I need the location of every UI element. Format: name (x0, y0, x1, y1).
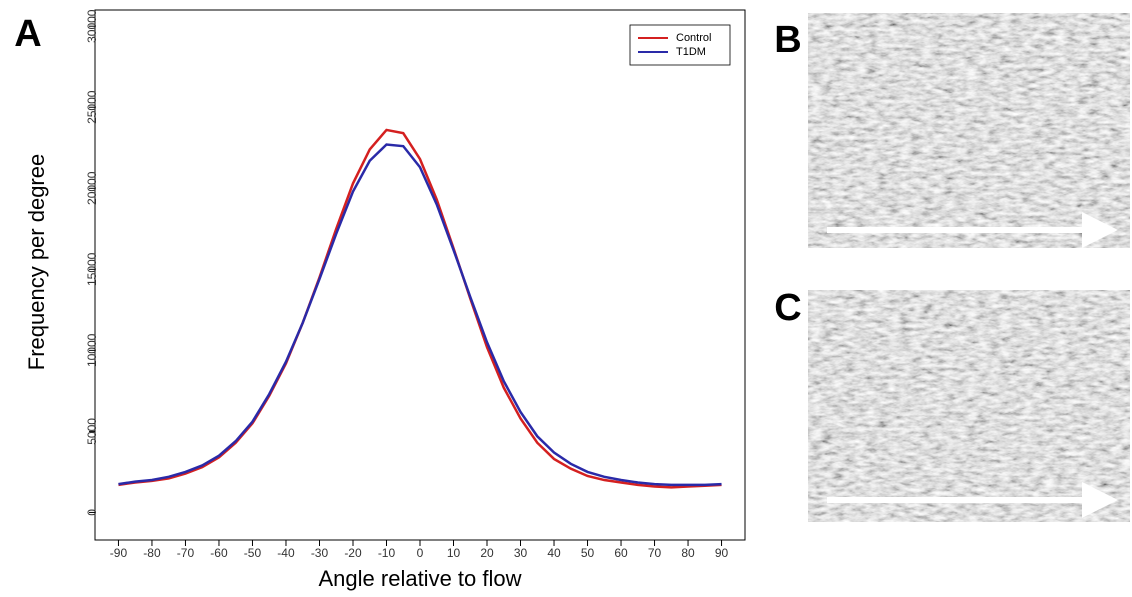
x-tick-label: 90 (715, 546, 729, 560)
y-tick-label: 15000 (85, 252, 99, 286)
legend-box (629, 24, 731, 66)
micrograph (808, 13, 1130, 248)
x-tick-label: 50 (581, 546, 595, 560)
x-tick-label: -10 (378, 546, 396, 560)
panel-label: C (774, 287, 801, 329)
x-tick-label: -40 (277, 546, 295, 560)
y-tick-label: 20000 (85, 171, 99, 205)
x-tick-label: -80 (143, 546, 161, 560)
y-axis-title: Frequency per degree (24, 154, 49, 370)
x-axis-title: Angle relative to flow (319, 566, 522, 591)
x-tick-label: -60 (210, 546, 228, 560)
x-tick-label: -20 (344, 546, 362, 560)
x-tick-label: -30 (311, 546, 329, 560)
x-tick-label: -50 (244, 546, 262, 560)
plot: Angle relative to flow Frequency per deg… (24, 9, 746, 591)
x-tick-label: 40 (547, 546, 561, 560)
y-tick-label: 5000 (85, 418, 99, 445)
x-tick-label: 80 (681, 546, 695, 560)
series-line (118, 143, 722, 487)
plot-frame (94, 9, 746, 541)
series-line (118, 128, 722, 489)
x-tick-label: 70 (648, 546, 662, 560)
legend-label: T1DM (676, 46, 706, 58)
y-tick-label: 30000 (85, 9, 99, 43)
x-tick-label: 10 (447, 546, 461, 560)
y-tick-label: 25000 (85, 90, 99, 124)
legend-label: Control (676, 32, 711, 44)
x-tick-label: 60 (614, 546, 628, 560)
panel-label: A (14, 13, 41, 55)
x-tick-label: -90 (110, 546, 128, 560)
x-tick-label: 30 (514, 546, 528, 560)
x-tick-label: 0 (417, 546, 424, 560)
y-tick-label: 10000 (85, 333, 99, 367)
panel-label: B (774, 19, 801, 61)
x-tick-label: -70 (177, 546, 195, 560)
x-tick-label: 20 (480, 546, 494, 560)
micrograph (808, 290, 1130, 522)
y-tick-label: 0 (85, 509, 99, 516)
